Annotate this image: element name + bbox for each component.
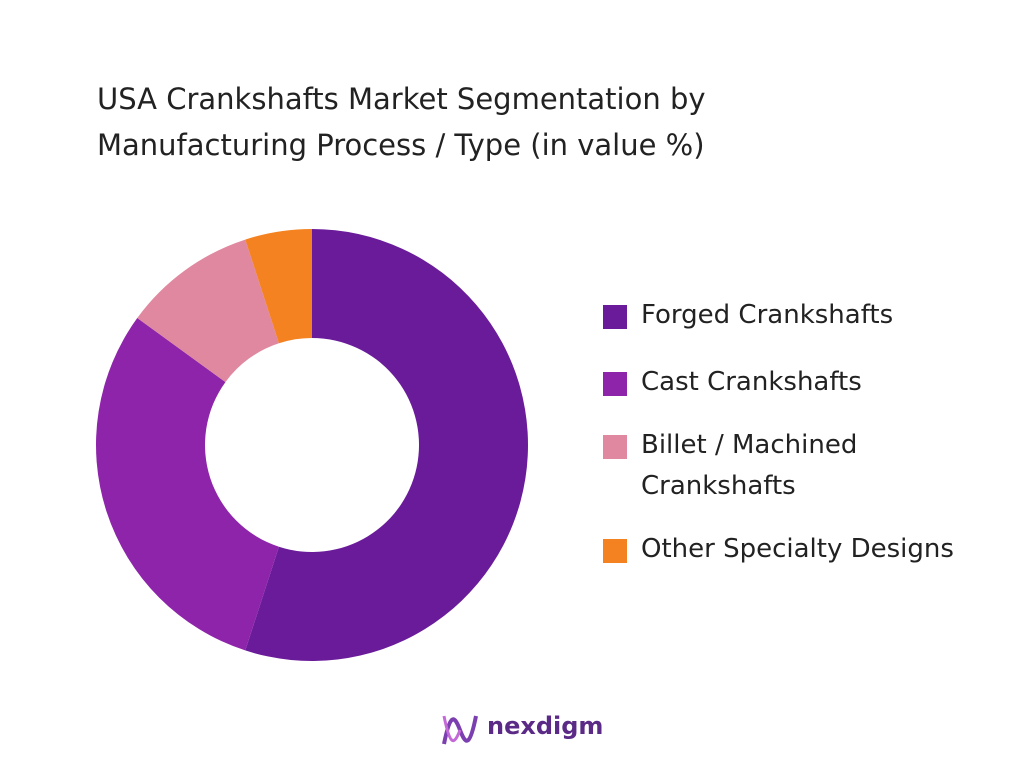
legend-label: Other Specialty Designs [641,534,954,564]
legend-label: Forged Crankshafts [641,300,894,330]
legend-swatch [603,305,627,329]
donut-slice [95,318,279,651]
donut-slice [245,229,312,344]
legend-swatch [603,435,627,459]
legend-label: Cast Crankshafts [641,367,862,397]
logo-icon [442,715,478,745]
legend-swatch [603,372,627,396]
legend-swatch [603,539,627,563]
donut-slice [245,229,528,661]
donut-slice [137,239,279,383]
legend-label: Billet / Machined Crankshafts [641,430,858,501]
brand: nexdigm [487,712,604,740]
chart-title: USA Crankshafts Market Segmentation by M… [97,82,706,162]
donut-chart [95,229,528,661]
